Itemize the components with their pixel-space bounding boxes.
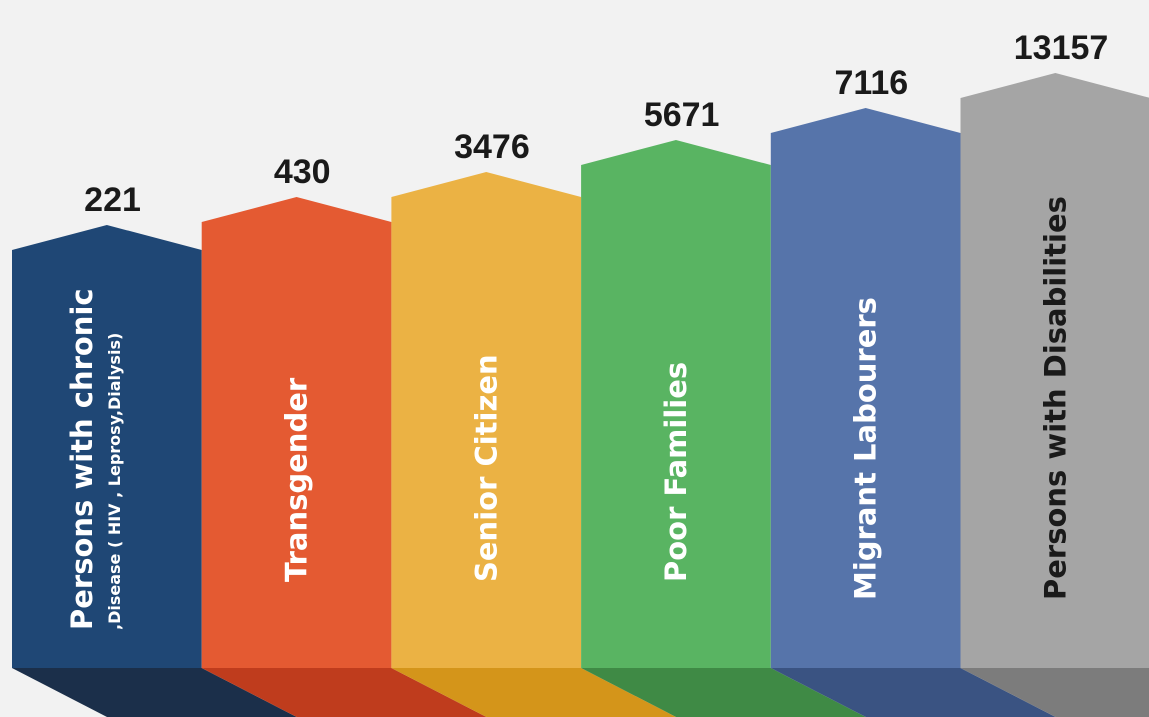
bar-label-migrant-labourers: Migrant Labourers [849,297,883,600]
bar-label-persons-with-chronic: Persons with chronic [65,288,99,630]
bar-shadow-persons-with-chronic [12,668,297,717]
value-label-poor-families: 5671 [644,96,720,134]
bar-label-transgender: Transgender [280,377,314,582]
bar-transgender [201,197,392,668]
bar-shadow-migrant-labourers [770,668,1056,717]
category-labels-group: Persons with chronic ,Disease ( HIV , Lep… [65,196,1072,630]
bars-group [12,73,1149,668]
bar-persons-with-disabilities [960,73,1149,668]
bar-label-senior-citizen: Senior Citizen [469,354,503,582]
bar-label-persons-with-disabilities: Persons with Disabilities [1038,196,1072,600]
value-labels-group: 221 430 3476 5671 7116 13157 [84,29,1108,219]
value-label-senior-citizen: 3476 [454,128,530,166]
bar-shadows [12,668,1149,717]
bar-poor-families [581,140,771,668]
bar-migrant-labourers [770,108,961,668]
value-label-persons-with-disabilities: 13157 [1014,29,1109,67]
bar-shadow-senior-citizen [391,668,677,717]
bar-label-poor-families: Poor Families [659,362,693,582]
bar-shadow-transgender [201,668,487,717]
bar-shadow-persons-with-disabilities [960,668,1149,717]
value-label-persons-with-chronic: 221 [84,181,141,219]
value-label-transgender: 430 [274,153,331,191]
value-label-migrant-labourers: 7116 [834,64,908,102]
bar-shadow-poor-families [581,668,866,717]
bar-sublabel-persons-with-chronic: ,Disease ( HIV , Leprosy,Dialysis) [105,333,124,630]
bar-senior-citizen [391,172,582,668]
bar-persons-with-chronic [12,225,202,668]
